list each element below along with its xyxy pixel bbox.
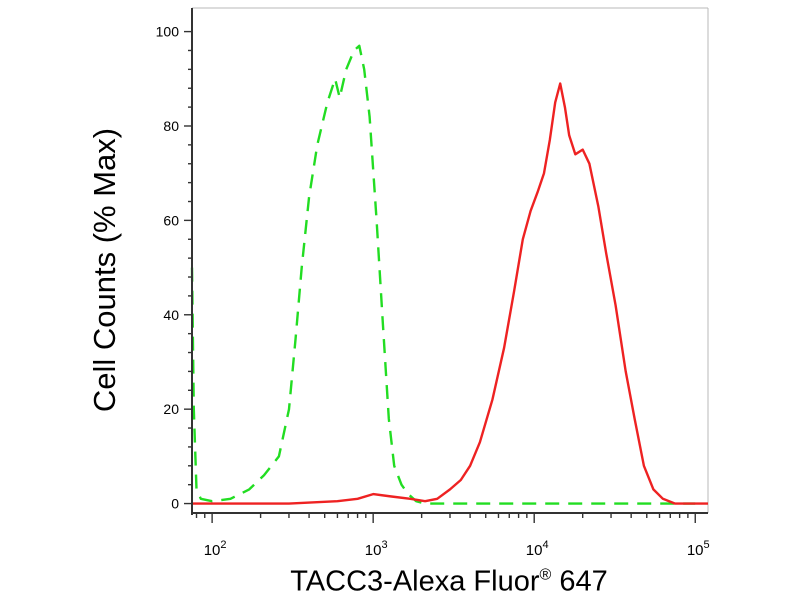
y-tick-label: 80 bbox=[163, 118, 179, 134]
y-tick-label: 0 bbox=[171, 496, 179, 512]
y-tick-label: 60 bbox=[163, 212, 179, 228]
y-tick-label: 100 bbox=[156, 24, 180, 40]
y-tick-label: 40 bbox=[163, 307, 179, 323]
x-axis-title: TACC3-Alexa Fluor® 647 bbox=[290, 565, 608, 598]
y-tick-label: 20 bbox=[163, 401, 179, 417]
x-tick-label: 102 bbox=[204, 539, 227, 559]
x-tick-label: 104 bbox=[526, 539, 549, 559]
x-tick-label: 103 bbox=[365, 539, 388, 559]
registered-mark: ® bbox=[539, 566, 552, 584]
histogram-curve-2 bbox=[192, 82, 708, 505]
x-tick-label: 105 bbox=[687, 539, 710, 559]
histogram-curve-1 bbox=[190, 44, 696, 505]
